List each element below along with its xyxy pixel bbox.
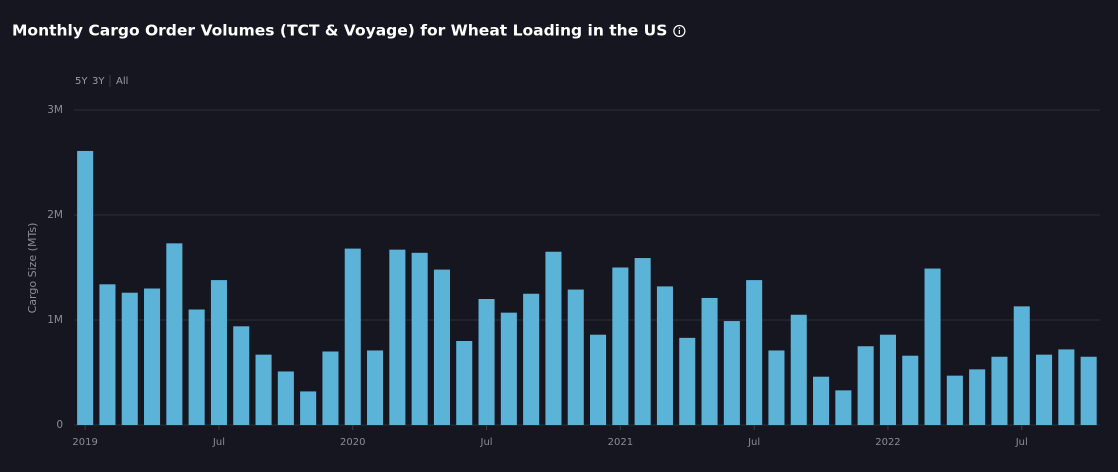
bar	[1080, 356, 1097, 425]
bar	[567, 289, 584, 425]
bar	[500, 312, 517, 425]
bar	[545, 251, 562, 425]
bar	[456, 341, 473, 425]
x-tick-label: 2022	[875, 437, 900, 448]
bar	[255, 354, 272, 425]
chart-title: Monthly Cargo Order Volumes (TCT & Voyag…	[12, 22, 667, 40]
range-button[interactable]: 5Y	[75, 76, 88, 87]
bar	[1013, 306, 1030, 425]
bar	[924, 268, 941, 425]
bar	[746, 280, 763, 425]
bar	[679, 337, 696, 425]
y-tick-label: 2M	[47, 209, 63, 221]
bar	[879, 334, 896, 425]
bar	[367, 350, 384, 425]
info-circle	[673, 24, 686, 38]
bar	[233, 326, 250, 425]
range-button[interactable]: All	[116, 76, 128, 87]
bar	[857, 346, 874, 425]
bar	[523, 293, 540, 425]
bar	[590, 334, 607, 425]
bar	[768, 350, 785, 425]
bar	[813, 376, 830, 425]
bar	[723, 321, 740, 425]
bar	[344, 248, 361, 425]
y-tick-label: 3M	[47, 104, 63, 116]
bar	[835, 390, 852, 425]
bar	[166, 243, 183, 425]
y-axis-label: Cargo Size (MTs)	[26, 223, 39, 314]
bar	[1058, 349, 1075, 425]
bar	[991, 356, 1008, 425]
bar	[210, 280, 227, 425]
bar	[902, 355, 919, 425]
bar	[946, 375, 963, 425]
bar	[478, 299, 495, 425]
bar	[144, 288, 161, 425]
bar	[99, 284, 116, 425]
y-tick-label: 0	[56, 419, 63, 431]
info-dot	[678, 27, 681, 29]
bar	[656, 286, 673, 425]
y-tick-label: 1M	[47, 314, 63, 326]
x-tick-label: Jul	[480, 437, 493, 448]
bar	[121, 292, 138, 425]
bar	[969, 369, 986, 425]
bar	[300, 391, 317, 425]
bar	[701, 297, 718, 425]
bar	[188, 309, 205, 425]
bar	[77, 150, 94, 425]
bar	[389, 249, 406, 425]
bar	[411, 252, 428, 425]
bar	[790, 314, 807, 425]
x-tick-label: 2019	[72, 437, 97, 448]
x-tick-label: 2020	[340, 437, 365, 448]
bar	[433, 269, 450, 425]
bar	[1036, 354, 1053, 425]
bar	[322, 351, 339, 425]
bar	[277, 371, 294, 425]
x-tick-label: Jul	[1015, 437, 1028, 448]
x-tick-label: Jul	[747, 437, 760, 448]
x-tick-label: 2021	[608, 437, 633, 448]
info-icon[interactable]	[673, 24, 686, 38]
x-tick-label: Jul	[212, 437, 225, 448]
bar	[612, 267, 629, 425]
bar	[634, 258, 651, 425]
range-button[interactable]: 3Y	[92, 76, 105, 87]
